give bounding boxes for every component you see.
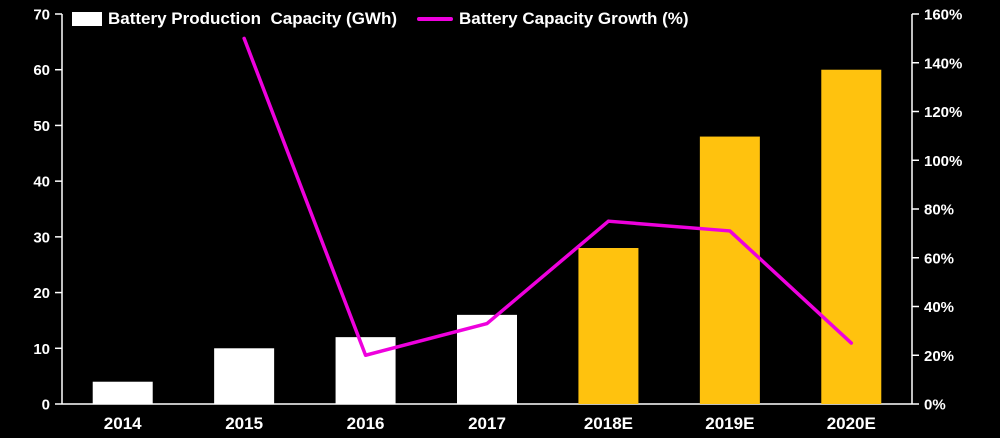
line-legend-label: Battery Capacity Growth (%) xyxy=(459,9,689,28)
right-axis-tick-label: 120% xyxy=(924,104,962,121)
right-axis-tick-label: 40% xyxy=(924,299,954,316)
x-axis-label-2017: 2017 xyxy=(468,414,506,433)
bar-legend-label: Battery Production Capacity (GWh) xyxy=(108,9,398,28)
chart-legend: Battery Production Capacity (GWh) Batter… xyxy=(72,9,689,29)
growth-line xyxy=(242,36,854,357)
x-axis-label-2015: 2015 xyxy=(225,414,263,433)
bar-2014 xyxy=(92,381,153,404)
right-axis-tick-label: 140% xyxy=(924,55,962,72)
line-legend-swatch-icon xyxy=(417,17,454,21)
left-axis-tick-label: 50 xyxy=(33,118,50,135)
x-axis-label-2020E: 2020E xyxy=(827,414,876,433)
x-axis-label-2014: 2014 xyxy=(104,414,142,433)
right-axis-tick-label: 60% xyxy=(924,250,954,267)
bar-2016 xyxy=(335,337,396,404)
x-axis-label-2018E: 2018E xyxy=(584,414,633,433)
left-axis-tick-label: 30 xyxy=(33,229,50,246)
bar-legend-swatch-icon xyxy=(72,12,102,26)
right-axis-tick-label: 160% xyxy=(924,7,962,24)
left-axis-tick-label: 10 xyxy=(33,341,50,358)
left-axis-tick-label: 60 xyxy=(33,62,50,79)
bar-2019E xyxy=(699,136,760,405)
right-axis-tick-label: 0% xyxy=(924,397,946,414)
left-axis-tick-label: 20 xyxy=(33,285,50,302)
bar-2020E xyxy=(821,69,882,404)
right-axis-tick-label: 100% xyxy=(924,153,962,170)
left-axis-tick-label: 0 xyxy=(42,397,50,414)
x-axis-label-2019E: 2019E xyxy=(705,414,754,433)
right-axis-tick-label: 80% xyxy=(924,202,954,219)
left-axis-tick-label: 70 xyxy=(33,7,50,24)
bar-2015 xyxy=(214,348,275,404)
x-axis-label-2016: 2016 xyxy=(347,414,385,433)
left-axis-tick-label: 40 xyxy=(33,174,50,191)
bar-2018E xyxy=(578,248,639,404)
right-axis-tick-label: 20% xyxy=(924,348,954,365)
